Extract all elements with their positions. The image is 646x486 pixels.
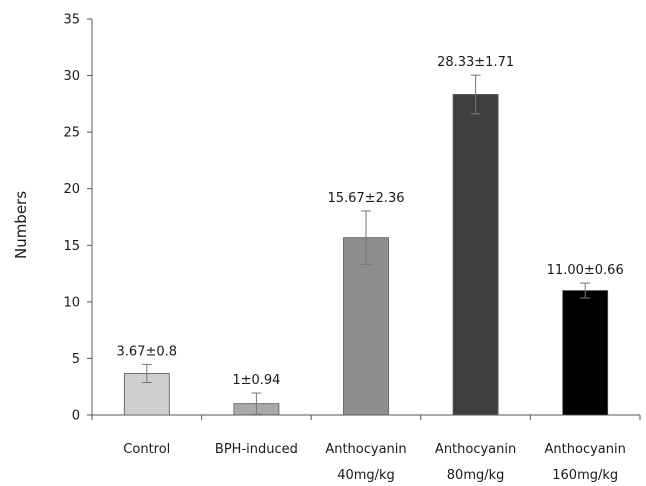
- x-category-label: Anthocyanin 80mg/kg: [435, 442, 516, 483]
- y-tick-label: 25: [63, 126, 80, 141]
- y-tick-label: 5: [72, 352, 80, 367]
- bar: [562, 290, 609, 416]
- data-labels: 3.67±0.8 1±0.94 15.67±2.36 28.33±1.71 11.00±…: [117, 55, 624, 388]
- y-axis-title: Numbers: [12, 191, 30, 259]
- bar: [123, 373, 170, 416]
- data-label: 15.67±2.36: [327, 191, 404, 206]
- x-axis: Control BPH-induced Anthocyanin 40mg/kg Anth…: [91, 414, 641, 483]
- x-category-label: BPH-induced: [215, 442, 298, 457]
- y-tick-label: 30: [63, 69, 80, 84]
- x-category-label: Anthocyanin 40mg/kg: [325, 442, 406, 483]
- y-tick-label: 20: [63, 182, 80, 197]
- y-tick-label: 0: [72, 409, 80, 424]
- bars: [123, 74, 609, 416]
- y-tick-label: 35: [63, 13, 80, 28]
- x-category-label: Anthocyanin 160mg/kg: [545, 442, 626, 483]
- data-label: 11.00±0.66: [547, 263, 624, 278]
- y-axis: 0 5 10 15 20 25 30 35: [63, 13, 93, 424]
- x-category-label: Control: [123, 442, 170, 457]
- data-label: 28.33±1.71: [437, 55, 514, 70]
- y-tick-label: 10: [63, 295, 80, 310]
- data-label: 3.67±0.8: [117, 344, 178, 359]
- bar: [343, 237, 389, 416]
- data-label: 1±0.94: [232, 373, 280, 388]
- bar: [452, 94, 499, 416]
- y-tick-label: 15: [63, 239, 80, 254]
